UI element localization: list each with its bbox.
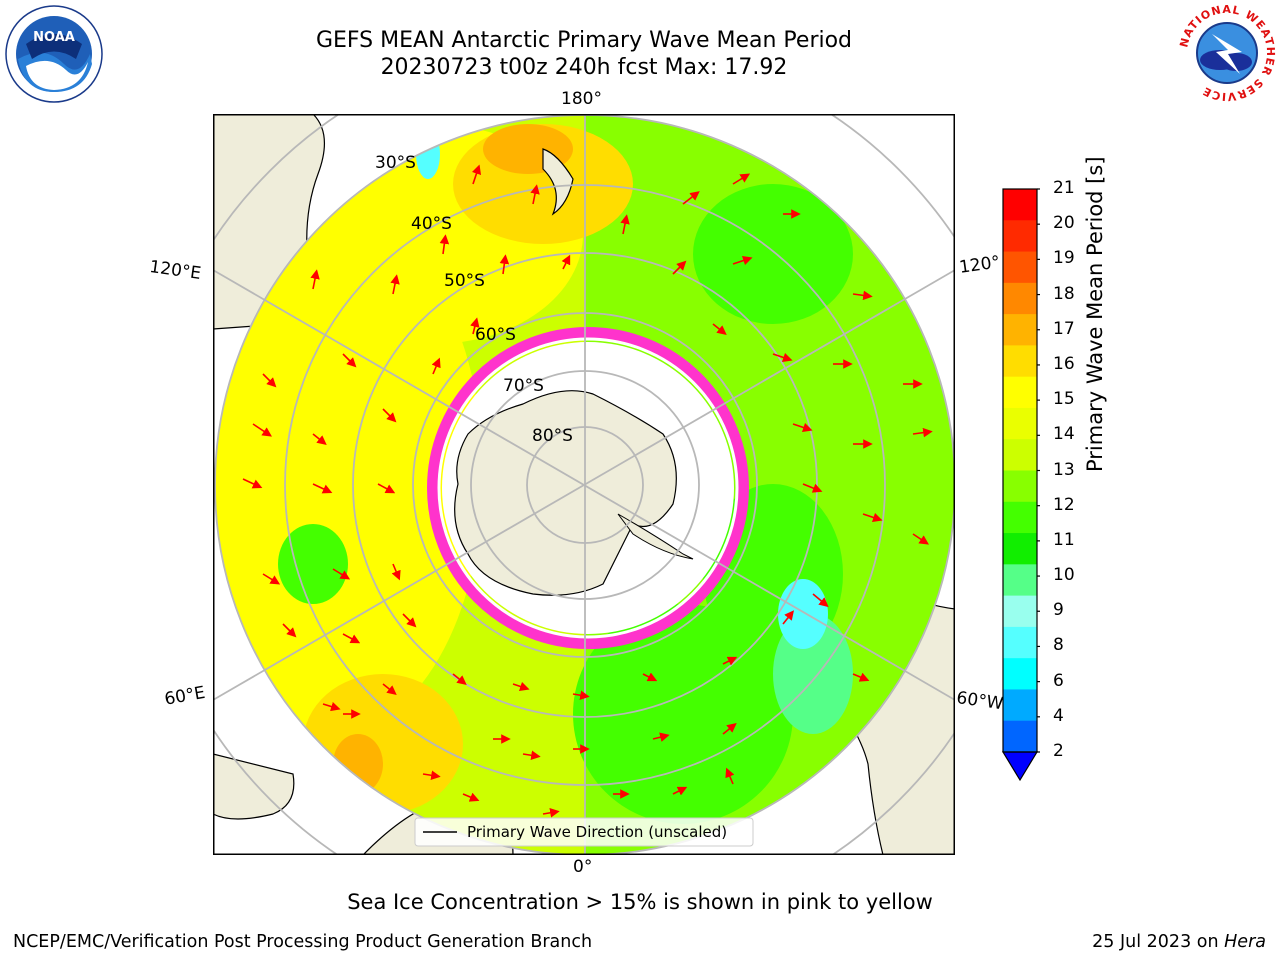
lon-label-180: 180° — [561, 89, 602, 109]
footer-date-text: 25 Jul 2023 on — [1092, 932, 1219, 952]
lon-label-120w: 120° — [958, 252, 1002, 278]
colorbar-segment — [1003, 314, 1037, 346]
colorbar-tick-label: 6 — [1053, 670, 1064, 691]
antarctic-peninsula — [617, 513, 694, 560]
lon-label-60e: 60°E — [163, 682, 207, 710]
colorbar-segment — [1003, 251, 1037, 284]
colorbar-tick-label: 14 — [1053, 424, 1075, 445]
colorbar-tick-label: 16 — [1053, 353, 1075, 374]
lat-label-40s: 40°S — [411, 214, 452, 234]
colorbar-tick-label: 11 — [1053, 529, 1075, 550]
colorbar-tick-label: 4 — [1053, 705, 1064, 726]
noaa-logo-icon: NOAA — [5, 5, 103, 103]
map-title-line-1: GEFS MEAN Antarctic Primary Wave Mean Pe… — [315, 28, 853, 53]
colorbar-tick-label: 9 — [1053, 600, 1064, 621]
colorbar-segment — [1003, 407, 1037, 440]
colorbar-segment — [1003, 470, 1037, 503]
colorbar-tick-label: 21 — [1053, 178, 1075, 198]
colorbar-segment — [1003, 501, 1037, 534]
wave-direction-arrows — [242, 164, 933, 818]
legend-label: Primary Wave Direction (unscaled) — [467, 823, 727, 841]
colorbar-segment — [1003, 439, 1037, 471]
footer-credit: NCEP/EMC/Verification Post Processing Pr… — [13, 932, 593, 952]
colorbar-segment — [1003, 282, 1037, 315]
lat-label-70s: 70°S — [503, 376, 544, 396]
colorbar-segment — [1003, 564, 1037, 597]
colorbar-tick-label: 2 — [1053, 741, 1064, 761]
sea-ice-caption: Sea Ice Concentration > 15% is shown in … — [347, 890, 933, 914]
colorbar-segments — [1003, 189, 1037, 753]
colorbar-tick-label: 19 — [1053, 248, 1075, 269]
noaa-logo-text: NOAA — [33, 30, 75, 45]
lon-label-60w: 60°W — [955, 688, 1005, 715]
lon-label-120e: 120°E — [148, 257, 203, 285]
national-weather-service-logo-icon: NATIONAL WEATHER SERVICE — [1177, 3, 1276, 103]
map-legend: Primary Wave Direction (unscaled) — [414, 817, 754, 847]
lat-label-60s: 60°S — [475, 325, 516, 345]
new-zealand-land — [542, 148, 574, 216]
footer-date: 25 Jul 2023 on Hera — [1092, 932, 1266, 952]
colorbar-extend-triangle — [1001, 751, 1039, 782]
lat-label-30s: 30°S — [375, 153, 416, 173]
sea-ice-edge — [427, 327, 749, 649]
colorbar-segment — [1003, 658, 1037, 690]
colorbar-tick-label: 20 — [1053, 213, 1075, 234]
colorbar-segment — [1003, 626, 1037, 659]
colorbar-tick-label: 18 — [1053, 283, 1075, 304]
colorbar-segment — [1003, 720, 1037, 753]
colorbar-segment — [1003, 533, 1037, 565]
colorbar — [1001, 188, 1040, 782]
footer-host: Hera — [1224, 932, 1266, 952]
colorbar-tick-label: 10 — [1053, 565, 1075, 586]
polar-map: Primary Wave Direction (unscaled) 30°S 4… — [213, 114, 955, 855]
colorbar-segment — [1003, 345, 1037, 378]
colorbar-tick-label: 12 — [1053, 494, 1075, 515]
colorbar-tick-label: 13 — [1053, 459, 1075, 480]
colorbar-label: Primary Wave Mean Period [s] — [1083, 156, 1107, 472]
colorbar-segment — [1003, 689, 1037, 722]
colorbar-tick-label: 15 — [1053, 389, 1075, 410]
lat-label-50s: 50°S — [444, 271, 485, 291]
map-title-line-2: 20230723 t00z 240h fcst Max: 17.92 — [380, 55, 788, 80]
colorbar-segment — [1003, 220, 1037, 253]
map-frame — [213, 114, 955, 855]
lon-label-0: 0° — [573, 857, 593, 877]
colorbar-tick-label: 8 — [1053, 635, 1064, 656]
colorbar-segment — [1003, 189, 1037, 221]
colorbar-tick-label: 17 — [1053, 318, 1075, 339]
colorbar-segment — [1003, 376, 1037, 409]
colorbar-segment — [1003, 595, 1037, 628]
lat-label-80s: 80°S — [532, 426, 573, 446]
